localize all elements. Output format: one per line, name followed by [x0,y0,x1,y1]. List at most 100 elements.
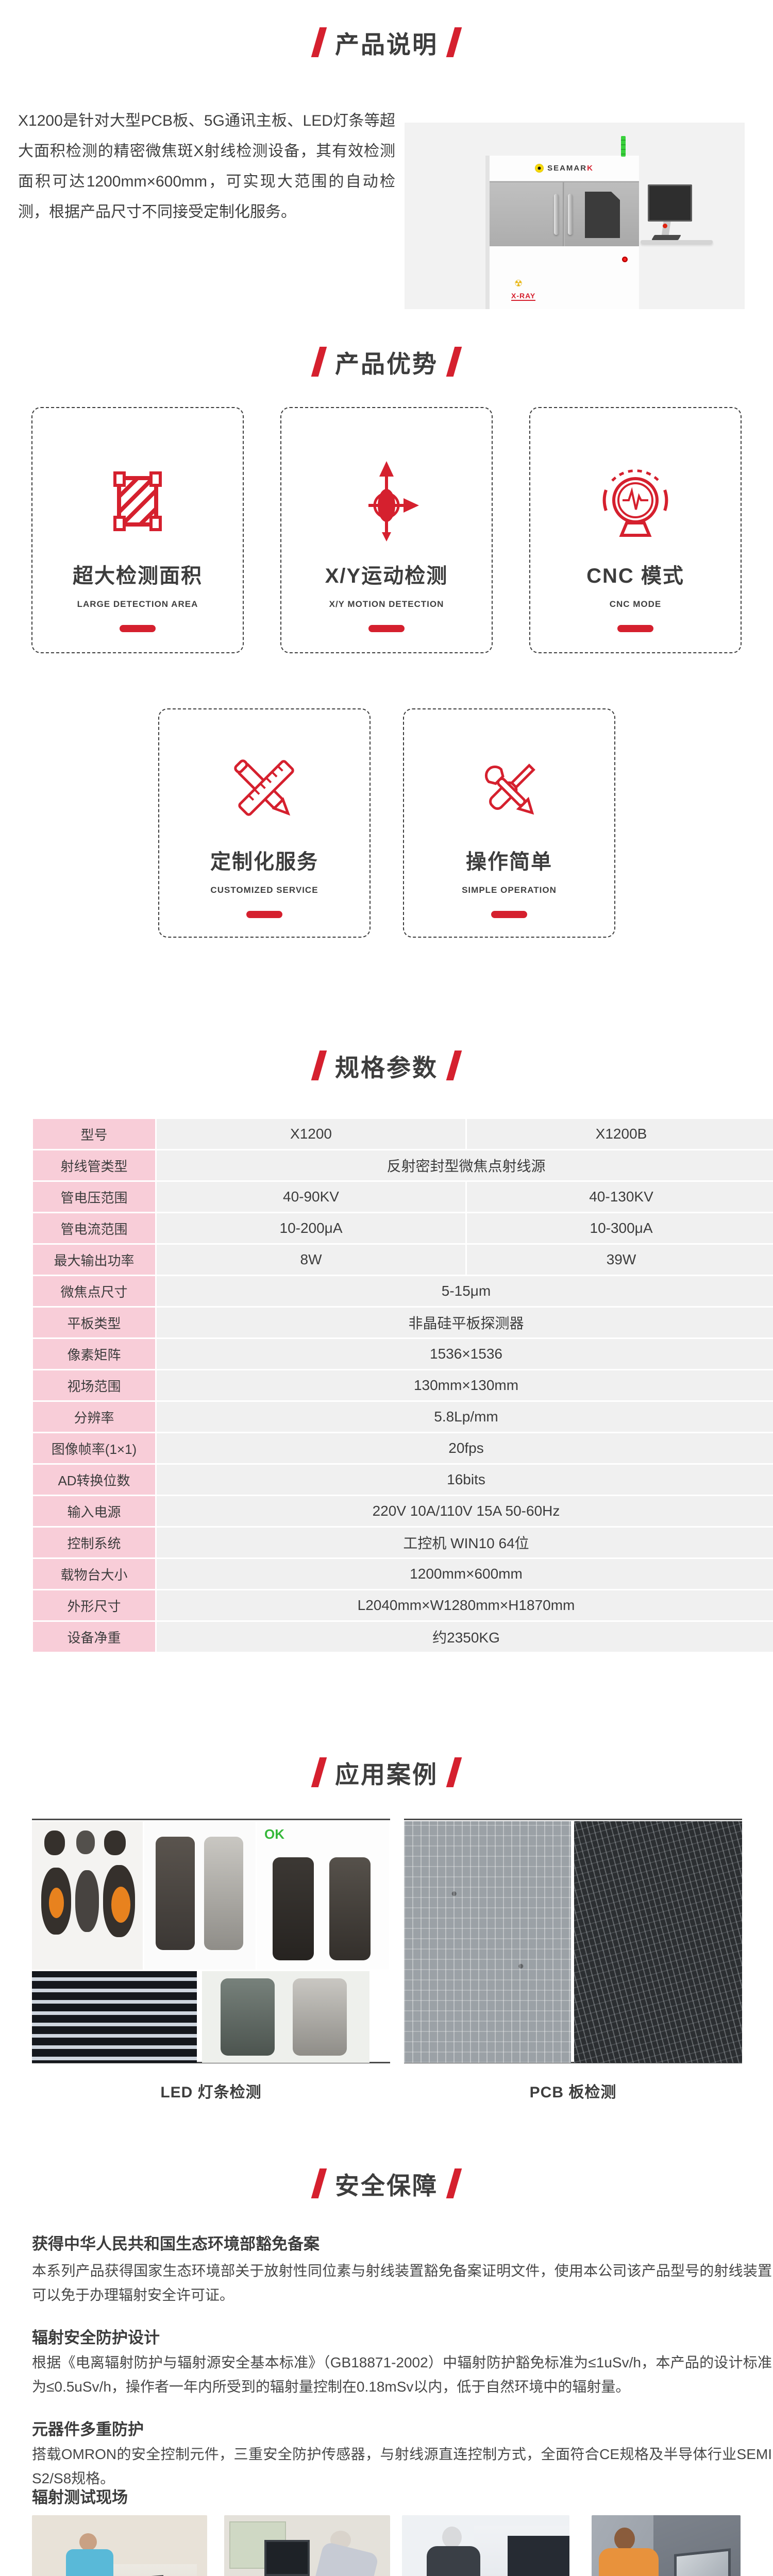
signal-tower-light [621,136,626,157]
table-row: 设备净重 约2350KG [33,1622,773,1652]
person-suit [427,2546,480,2576]
spec-value-x1200: 40-90KV [157,1182,465,1212]
table-row: 输入电源 220V 10A/110V 15A 50-60Hz [33,1496,773,1526]
test-site-photo-4 [592,2515,741,2576]
section-header-specs: 规格参数 [0,1045,773,1086]
section-header-cases: 应用案例 [0,1752,773,1793]
simple-operation-icon [404,734,614,845]
monitor [264,2540,310,2576]
section-title: 安全保障 [335,2172,438,2199]
xray-sample-panel: OK [257,1821,389,1970]
red-slash-icon [311,347,327,377]
xray-label: X-RAY [511,292,536,301]
advantage-label: X/Y运动检测 [325,565,448,587]
table-row: 控制系统 工控机 WIN10 64位 [33,1528,773,1557]
person-head [614,2528,635,2550]
keyboard-tray [641,240,713,244]
advantage-label: 操作简单 [466,851,552,873]
advantage-sublabel: SIMPLE OPERATION [462,885,557,895]
section-title: 规格参数 [335,1054,438,1081]
pcb-xray-image [404,1821,571,2063]
spec-label: 最大输出功率 [33,1245,155,1275]
table-row: 管电压范围 40-90KV 40-130KV [33,1182,773,1212]
table-row: 管电流范围 10-200μA 10-300μA [33,1213,773,1243]
spec-value-x1200: 10-200μA [157,1213,465,1243]
red-bar-decoration [368,625,405,632]
spec-value: 130mm×130mm [157,1370,773,1400]
emergency-stop-button [622,257,628,262]
spec-label: 微焦点尺寸 [33,1276,155,1306]
spec-table: 型号 X1200 X1200B 射线管类型 反射密封型微焦点射线源 管电压范围 … [33,1119,773,1653]
case-image-led: OK [32,1819,390,2063]
advantage-label: CNC 模式 [586,565,684,587]
person-shirt [66,2549,113,2576]
advantage-card-customized-service: 定制化服务 CUSTOMIZED SERVICE [158,708,371,938]
advantage-card-xy-motion: X/Y运动检测 X/Y MOTION DETECTION [280,407,493,653]
advantage-card-cnc-mode: CNC 模式 CNC MODE [529,407,742,653]
machine-doors [490,181,639,246]
safety-heading-test-site: 辐射测试现场 [32,2488,128,2506]
red-slash-icon [446,1050,462,1080]
table-row: AD转换位数 16bits [33,1465,773,1495]
spec-value: 非晶硅平板探测器 [157,1308,773,1337]
table-row: 平板类型 非晶硅平板探测器 [33,1308,773,1337]
case-caption-led: LED 灯条检测 [160,2084,262,2101]
spec-label: 外形尺寸 [33,1590,155,1620]
spec-label: AD转换位数 [33,1465,155,1495]
person-head [79,2533,97,2551]
red-slash-icon [311,1050,327,1080]
radiation-mark-icon: ☢ [514,278,523,289]
spec-value-x1200b: 10-300μA [467,1213,773,1243]
ok-status-label: OK [264,1826,284,1842]
red-bar-decoration [617,625,653,632]
case-caption-pcb: PCB 板检测 [529,2084,617,2101]
table-row: 图像帧率(1×1) 20fps [33,1433,773,1463]
red-bar-decoration [120,625,156,632]
table-row: 射线管类型 反射密封型微焦点射线源 [33,1150,773,1180]
test-site-photo-1 [32,2515,207,2576]
advantage-label: 定制化服务 [210,851,318,873]
spec-label: 载物台大小 [33,1559,155,1589]
spec-label: 控制系统 [33,1528,155,1557]
spec-value-x1200b: X1200B [467,1119,773,1149]
red-slash-icon [311,27,327,57]
spec-label: 分辨率 [33,1402,155,1432]
spec-label: 像素矩阵 [33,1339,155,1369]
spec-label: 视场范围 [33,1370,155,1400]
safety-heading-multi-protection: 元器件多重防护 [32,2420,144,2438]
spec-value-x1200b: 40-130KV [467,1182,773,1212]
spec-value: 约2350KG [157,1622,773,1652]
person-shirt [309,2541,379,2576]
test-site-photo-2 [224,2515,390,2576]
spec-label: 设备净重 [33,1622,155,1652]
section-title: 产品优势 [335,350,438,378]
advantage-card-simple-operation: 操作简单 SIMPLE OPERATION [403,708,615,938]
table-row: 外形尺寸 L2040mm×W1280mm×H1870mm [33,1590,773,1620]
red-slash-icon [311,1757,327,1787]
spec-label: 图像帧率(1×1) [33,1433,155,1463]
safety-body-exemption: 本系列产品获得国家生态环境部关于放射性同位素与射线装置豁免备案证明文件，使用本公… [32,2263,772,2303]
brand-label: SEAMARK [547,164,594,173]
red-slash-icon [446,27,462,57]
advantage-sublabel: CUSTOMIZED SERVICE [210,885,318,895]
spec-value-x1200b: 39W [467,1245,773,1275]
red-slash-icon [311,2168,327,2198]
led-strip-xray-image [32,1971,197,2063]
spec-value: 5-15μm [157,1276,773,1306]
spec-value: 5.8Lp/mm [157,1402,773,1432]
xray-sample-panel [32,1821,143,1970]
red-slash-icon [446,1757,462,1787]
spec-value: L2040mm×W1280mm×H1870mm [157,1590,773,1620]
table-row: 微焦点尺寸 5-15μm [33,1276,773,1306]
customized-service-icon [159,734,369,845]
spec-value-x1200: 8W [157,1245,465,1275]
stand-stop-button [663,224,667,228]
advantage-label: 超大检测面积 [73,565,203,587]
person-head [442,2527,462,2548]
cnc-mode-icon [530,443,741,559]
spec-value-x1200: X1200 [157,1119,465,1149]
viewing-window [585,192,620,238]
spec-value: 20fps [157,1433,773,1463]
keyboard [651,235,681,240]
